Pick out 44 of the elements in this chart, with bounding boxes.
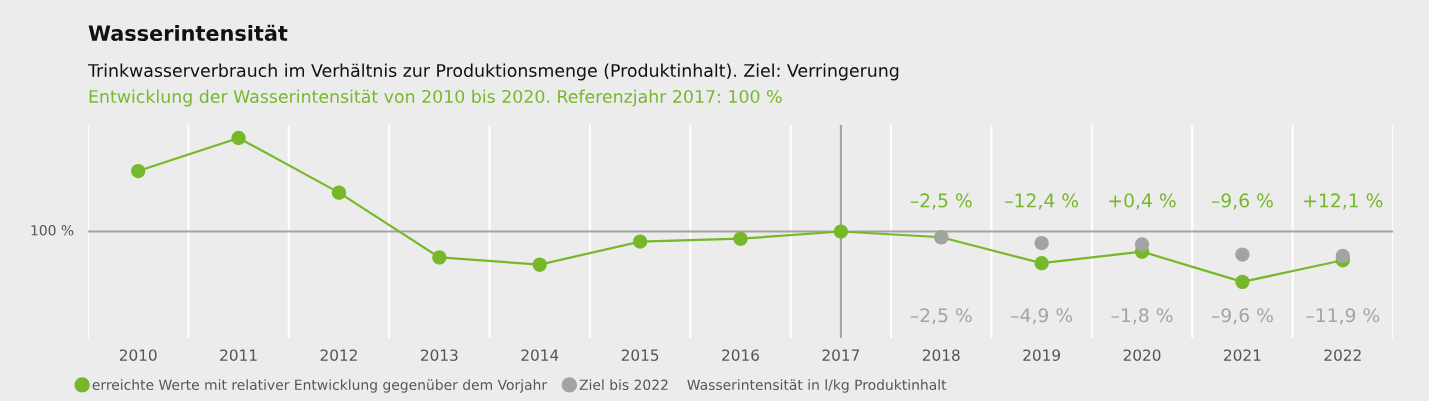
point bbox=[231, 130, 246, 146]
x-tick-label: 2017 bbox=[822, 349, 860, 361]
annotation: –12,4 % bbox=[1005, 193, 1079, 210]
point bbox=[633, 234, 648, 249]
text: 100 % bbox=[31, 225, 74, 236]
annotation: +12,1 % bbox=[1304, 193, 1383, 210]
text: –1,8 % bbox=[1111, 308, 1173, 325]
x-tick-label: 2011 bbox=[220, 349, 257, 361]
x-tick-label: 2022 bbox=[1324, 349, 1361, 361]
point bbox=[1034, 235, 1049, 251]
point bbox=[432, 250, 447, 265]
x-tick-label: 2010 bbox=[119, 349, 157, 361]
legend-label: erreichte Werte mit relativer Entwicklung gegenüber dem Vorjahr bbox=[92, 379, 548, 393]
x-tick-label: 2018 bbox=[922, 349, 960, 361]
x-tick-label: 2020 bbox=[1123, 349, 1161, 361]
point bbox=[1235, 274, 1250, 289]
point bbox=[833, 224, 848, 239]
text: Entwicklung der Wasserintensität von 2010 bis 2020. Referenzjahr 2017: 100 % bbox=[89, 89, 782, 107]
x-tick-label: 2019 bbox=[1023, 349, 1061, 361]
x-tick-label: 2016 bbox=[722, 349, 759, 361]
chart-subtitle: Trinkwasserverbrauch im Verhältnis zur Produktionsmenge (Produktinhalt). Ziel: Verringerung bbox=[87, 63, 899, 81]
text: –9,6 % bbox=[1211, 308, 1273, 325]
point bbox=[733, 231, 748, 246]
text: Wasserintensität in l/kg Produktinhalt bbox=[687, 379, 947, 393]
chart-title: Wasserintensität bbox=[88, 24, 288, 42]
x-tick-label: 2014 bbox=[521, 349, 559, 361]
legend-label: Ziel bis 2022 bbox=[579, 379, 668, 391]
point bbox=[331, 185, 347, 200]
text: –11,9 % bbox=[1306, 308, 1380, 325]
annotation: +0,4 % bbox=[1109, 193, 1176, 210]
x-tick-label: 2015 bbox=[621, 349, 659, 361]
point bbox=[1134, 237, 1150, 252]
point bbox=[1235, 247, 1250, 262]
x-tick-label: 2013 bbox=[421, 349, 458, 361]
annotation: –2,5 % bbox=[910, 193, 972, 210]
annotation: –9,6 % bbox=[1211, 193, 1273, 210]
point bbox=[131, 163, 146, 179]
x-tick-label: 2012 bbox=[320, 349, 357, 361]
point bbox=[1034, 256, 1049, 271]
text: –4,9 % bbox=[1011, 308, 1073, 325]
point bbox=[532, 257, 547, 272]
x-tick-label: 2021 bbox=[1224, 349, 1261, 361]
point bbox=[1335, 248, 1350, 264]
text: –2,5 % bbox=[910, 308, 972, 325]
